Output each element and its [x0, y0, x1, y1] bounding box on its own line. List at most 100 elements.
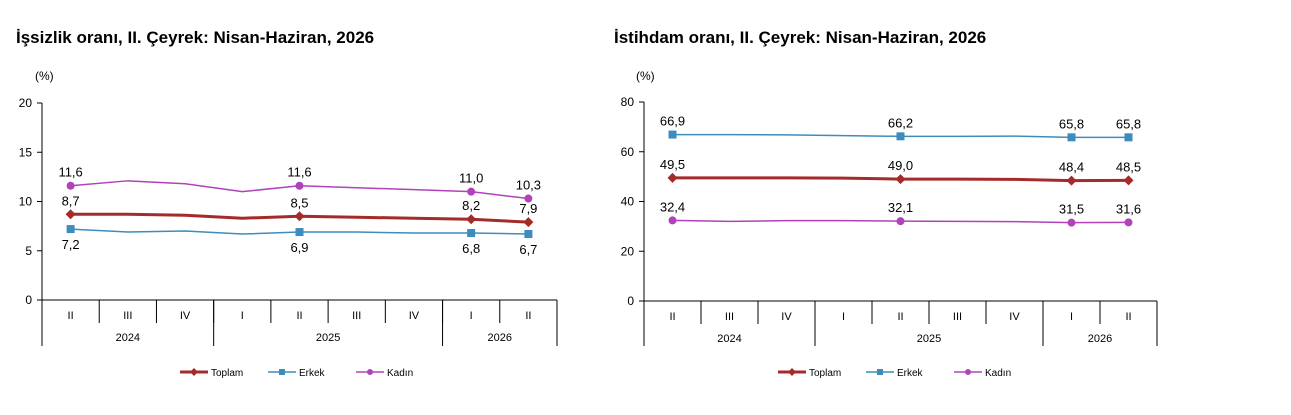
legend-swatch-marker [279, 369, 285, 375]
data-point-marker [1123, 175, 1134, 186]
data-label: 32,1 [888, 200, 913, 215]
legend-swatch-marker [877, 369, 883, 375]
data-point-marker [467, 229, 476, 238]
data-label: 65,8 [1059, 116, 1084, 131]
legend-swatch-marker [788, 368, 796, 376]
y-axis-unit-label: (%) [636, 69, 655, 83]
x-year-label: 2025 [316, 332, 340, 344]
y-tick-label: 0 [25, 293, 32, 307]
data-point-marker [896, 217, 905, 226]
data-point-marker [523, 217, 534, 228]
y-tick-label: 5 [25, 244, 32, 258]
y-tick-label: 10 [19, 195, 33, 209]
unemployment-chart-panel: İşsizlik oranı, II. Çeyrek: Nisan-Hazira… [0, 0, 600, 410]
data-point-marker [66, 181, 75, 190]
x-tick-label: I [1070, 311, 1073, 323]
x-tick-label: III [725, 311, 734, 323]
data-label: 48,5 [1116, 159, 1141, 174]
legend-label: Erkek [897, 368, 924, 379]
x-tick-label: III [953, 311, 962, 323]
y-tick-label: 15 [19, 145, 33, 159]
data-point-marker [668, 216, 677, 225]
y-tick-label: 20 [19, 96, 33, 110]
chart-title: İşsizlik oranı, II. Çeyrek: Nisan-Hazira… [16, 28, 375, 47]
data-label: 66,9 [660, 114, 685, 129]
data-point-marker [66, 225, 75, 234]
y-tick-label: 60 [621, 145, 635, 159]
data-point-marker [65, 209, 76, 220]
x-tick-label: II [669, 311, 675, 323]
data-point-marker [294, 211, 305, 222]
legend-label: Kadın [387, 368, 413, 379]
data-label: 8,7 [62, 193, 80, 208]
data-point-marker [896, 132, 905, 141]
x-tick-label: II [897, 311, 903, 323]
data-point-marker [1067, 218, 1076, 227]
data-label: 66,2 [888, 115, 913, 130]
y-tick-label: 20 [621, 244, 635, 258]
x-year-label: 2024 [116, 332, 140, 344]
data-label: 11,6 [58, 165, 82, 180]
data-point-marker [1124, 133, 1133, 142]
data-label: 65,8 [1116, 116, 1141, 131]
x-tick-label: III [352, 310, 361, 322]
data-point-marker [895, 174, 906, 185]
data-point-marker [668, 130, 677, 139]
data-label: 6,7 [519, 242, 537, 257]
legend-label: Erkek [299, 368, 326, 379]
legend-label: Kadın [985, 368, 1011, 379]
y-tick-label: 80 [621, 95, 635, 109]
data-point-marker [524, 230, 533, 239]
y-tick-label: 0 [627, 294, 634, 308]
x-tick-label: I [470, 310, 473, 322]
legend-swatch-marker [367, 369, 373, 375]
x-tick-label: II [525, 310, 531, 322]
x-tick-label: II [296, 310, 302, 322]
data-label: 6,8 [462, 241, 480, 256]
data-label: 31,6 [1116, 201, 1141, 216]
legend-label: Toplam [211, 368, 243, 379]
data-label: 11,0 [459, 171, 483, 186]
data-label: 8,2 [462, 198, 480, 213]
data-label: 48,4 [1059, 160, 1084, 175]
data-label: 7,9 [519, 201, 537, 216]
x-tick-label: IV [1009, 311, 1020, 323]
legend-swatch-marker [965, 369, 971, 375]
data-point-marker [524, 194, 533, 203]
data-label: 49,5 [660, 157, 685, 172]
x-year-label: 2025 [917, 333, 941, 345]
data-label: 6,9 [290, 240, 308, 255]
x-tick-label: IV [180, 310, 191, 322]
employment-chart-panel: İstihdam oranı, II. Çeyrek: Nisan-Hazira… [600, 0, 1200, 410]
x-tick-label: IV [781, 311, 792, 323]
data-point-marker [466, 214, 477, 225]
data-label: 7,2 [62, 237, 80, 252]
data-label: 49,0 [888, 158, 913, 173]
x-tick-label: III [123, 310, 132, 322]
x-year-label: 2026 [488, 332, 512, 344]
data-point-marker [667, 172, 678, 183]
data-label: 31,5 [1059, 202, 1084, 217]
data-label: 10,3 [516, 178, 541, 193]
x-tick-label: IV [409, 310, 420, 322]
x-tick-label: I [842, 311, 845, 323]
data-label: 32,4 [660, 199, 685, 214]
data-point-marker [1067, 133, 1076, 142]
x-tick-label: II [1125, 311, 1131, 323]
y-axis-unit-label: (%) [35, 69, 54, 83]
data-point-marker [467, 187, 476, 196]
data-label: 8,5 [290, 195, 308, 210]
data-label: 11,6 [287, 165, 311, 180]
chart-title: İstihdam oranı, II. Çeyrek: Nisan-Hazira… [614, 28, 987, 47]
data-point-marker [1066, 175, 1077, 186]
data-point-marker [295, 228, 304, 237]
y-tick-label: 40 [621, 195, 635, 209]
x-tick-label: II [68, 310, 74, 322]
x-tick-label: I [241, 310, 244, 322]
data-point-marker [1124, 218, 1133, 227]
legend-swatch-marker [190, 368, 198, 376]
x-year-label: 2026 [1088, 333, 1112, 345]
legend-label: Toplam [809, 368, 841, 379]
